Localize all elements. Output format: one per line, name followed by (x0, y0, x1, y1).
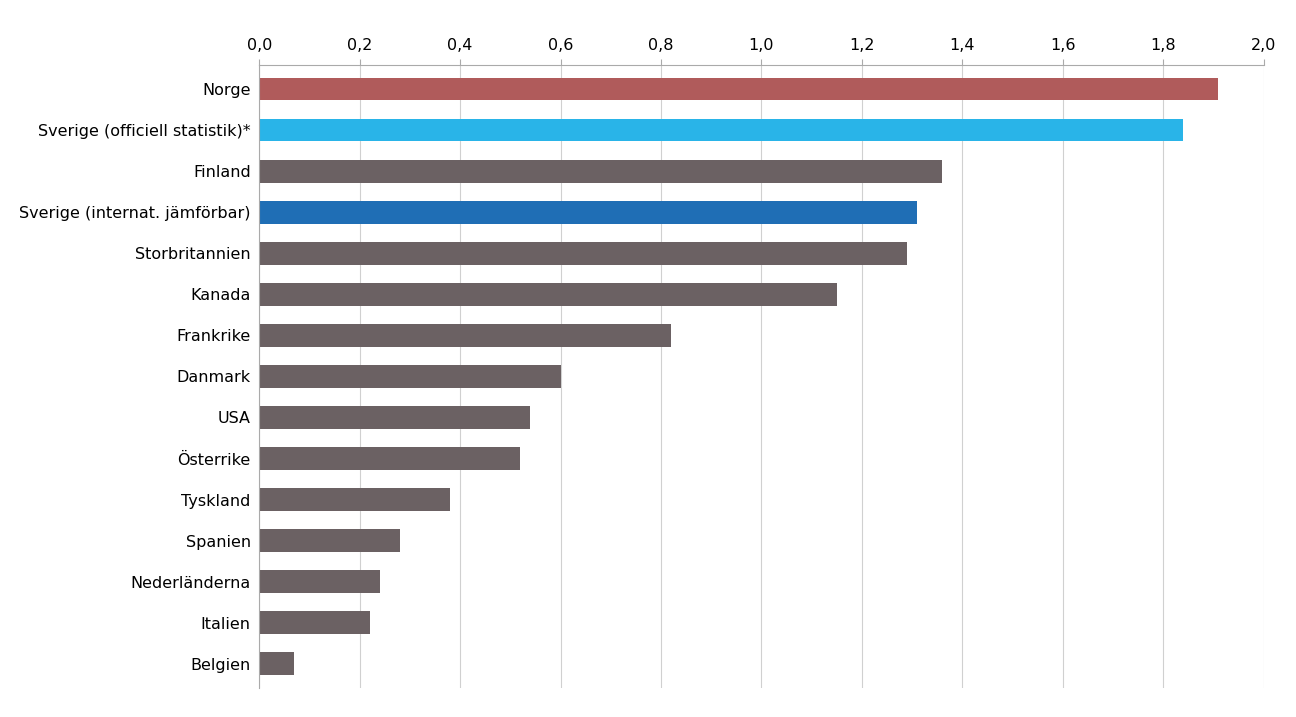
Bar (259, 365, 560, 388)
Bar (259, 406, 530, 429)
Bar (259, 242, 907, 265)
Bar (259, 160, 942, 183)
Bar (259, 570, 380, 593)
Bar (259, 529, 399, 552)
Bar (259, 283, 837, 305)
Bar (259, 324, 671, 347)
Bar (259, 119, 1183, 141)
Bar (259, 612, 369, 634)
Bar (259, 488, 450, 511)
Bar (259, 78, 1218, 100)
Bar (259, 201, 918, 224)
Bar (259, 447, 520, 470)
Bar (259, 652, 294, 675)
